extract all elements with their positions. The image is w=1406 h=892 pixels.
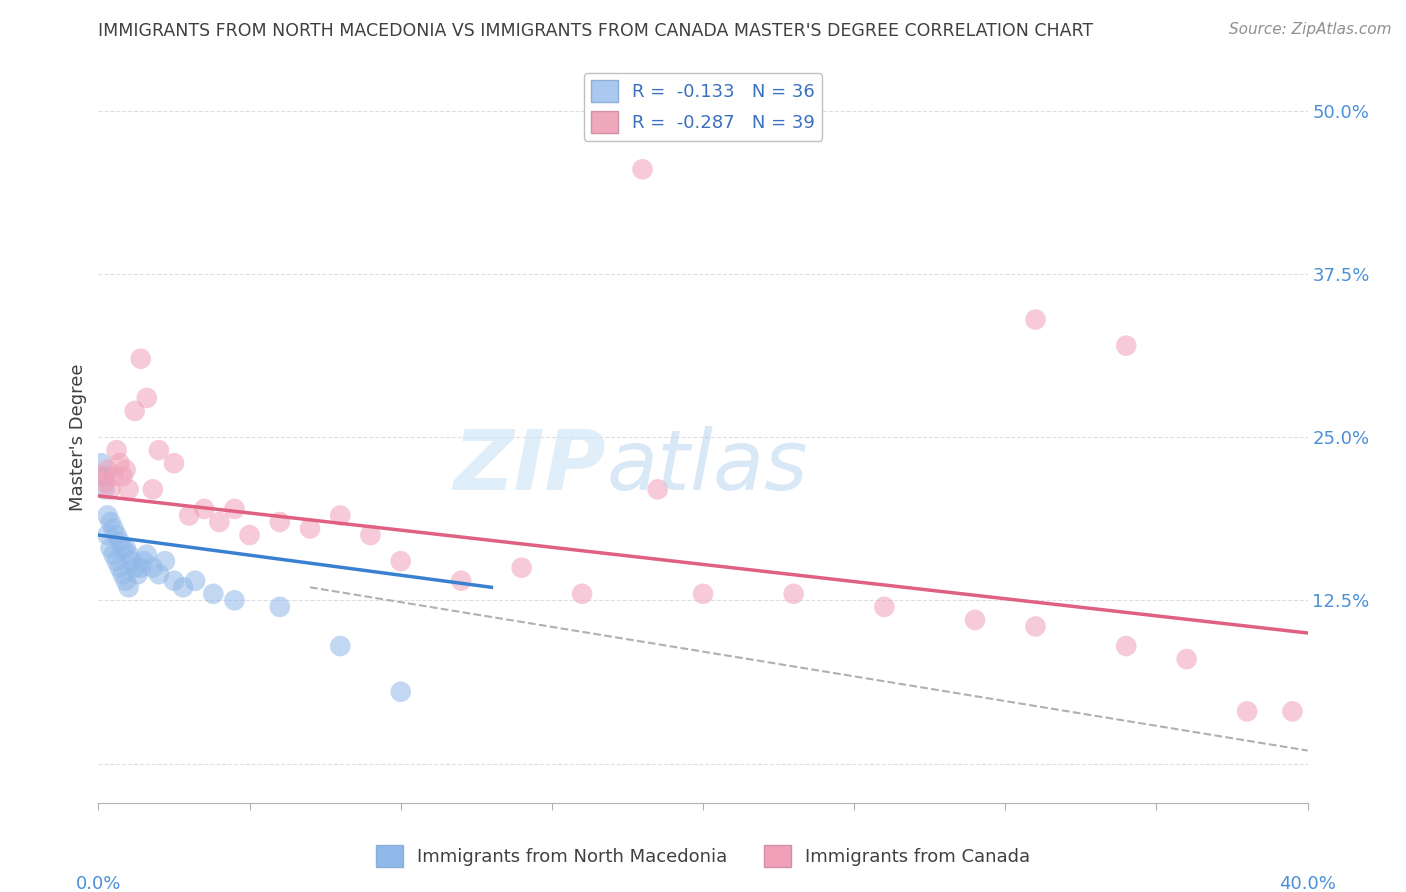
Point bbox=[96, 508, 118, 523]
Text: Source: ZipAtlas.com: Source: ZipAtlas.com bbox=[1229, 22, 1392, 37]
Point bbox=[450, 574, 472, 588]
Point bbox=[239, 528, 262, 542]
Text: atlas: atlas bbox=[606, 425, 808, 507]
Point bbox=[111, 469, 134, 483]
Point bbox=[389, 554, 412, 568]
Point bbox=[96, 528, 118, 542]
Text: IMMIGRANTS FROM NORTH MACEDONIA VS IMMIGRANTS FROM CANADA MASTER'S DEGREE CORREL: IMMIGRANTS FROM NORTH MACEDONIA VS IMMIG… bbox=[98, 22, 1094, 40]
Point bbox=[193, 502, 215, 516]
Point bbox=[299, 521, 322, 535]
Point bbox=[114, 541, 136, 555]
Legend: Immigrants from North Macedonia, Immigrants from Canada: Immigrants from North Macedonia, Immigra… bbox=[368, 838, 1038, 874]
Point bbox=[269, 599, 291, 614]
Point bbox=[142, 483, 165, 497]
Point bbox=[179, 508, 201, 523]
Point bbox=[571, 587, 593, 601]
Point bbox=[208, 515, 231, 529]
Point bbox=[118, 580, 141, 594]
Point bbox=[631, 162, 654, 177]
Point bbox=[360, 528, 382, 542]
Point bbox=[118, 548, 141, 562]
Point bbox=[873, 599, 896, 614]
Point bbox=[692, 587, 714, 601]
Text: ZIP: ZIP bbox=[454, 425, 606, 507]
Point bbox=[93, 469, 115, 483]
Point bbox=[163, 456, 186, 470]
Point bbox=[148, 443, 170, 458]
Point bbox=[129, 560, 152, 574]
Point bbox=[124, 560, 146, 574]
Point bbox=[153, 554, 176, 568]
Point bbox=[135, 548, 157, 562]
Point bbox=[100, 515, 122, 529]
Point bbox=[103, 548, 125, 562]
Point bbox=[783, 587, 806, 601]
Text: 0.0%: 0.0% bbox=[76, 875, 121, 892]
Point bbox=[93, 475, 115, 490]
Point bbox=[96, 463, 118, 477]
Point bbox=[105, 443, 128, 458]
Point bbox=[100, 483, 122, 497]
Point bbox=[142, 560, 165, 574]
Point bbox=[510, 560, 533, 574]
Point bbox=[90, 469, 112, 483]
Point bbox=[114, 574, 136, 588]
Point bbox=[202, 587, 225, 601]
Point bbox=[269, 515, 291, 529]
Point bbox=[108, 456, 131, 470]
Point bbox=[647, 483, 669, 497]
Point bbox=[121, 554, 143, 568]
Point bbox=[103, 469, 125, 483]
Point bbox=[224, 593, 246, 607]
Point bbox=[1024, 312, 1046, 326]
Point bbox=[1281, 705, 1303, 719]
Point bbox=[1175, 652, 1198, 666]
Point bbox=[132, 554, 155, 568]
Point bbox=[114, 463, 136, 477]
Point bbox=[129, 351, 152, 366]
Point bbox=[1115, 639, 1137, 653]
Point bbox=[163, 574, 186, 588]
Point bbox=[100, 541, 122, 555]
Point bbox=[118, 483, 141, 497]
Point bbox=[103, 521, 125, 535]
Point bbox=[105, 528, 128, 542]
Point bbox=[135, 391, 157, 405]
Point bbox=[111, 541, 134, 555]
Point bbox=[124, 404, 146, 418]
Point bbox=[224, 502, 246, 516]
Point bbox=[1024, 619, 1046, 633]
Y-axis label: Master's Degree: Master's Degree bbox=[69, 363, 87, 511]
Point bbox=[172, 580, 194, 594]
Point bbox=[1115, 339, 1137, 353]
Text: 40.0%: 40.0% bbox=[1279, 875, 1336, 892]
Point bbox=[108, 560, 131, 574]
Point bbox=[90, 456, 112, 470]
Point bbox=[93, 483, 115, 497]
Point bbox=[105, 554, 128, 568]
Point bbox=[329, 639, 352, 653]
Point bbox=[329, 508, 352, 523]
Point bbox=[184, 574, 207, 588]
Point bbox=[127, 567, 149, 582]
Point bbox=[965, 613, 987, 627]
Point bbox=[111, 567, 134, 582]
Point bbox=[389, 685, 412, 699]
Point bbox=[148, 567, 170, 582]
Point bbox=[1236, 705, 1258, 719]
Point bbox=[108, 534, 131, 549]
